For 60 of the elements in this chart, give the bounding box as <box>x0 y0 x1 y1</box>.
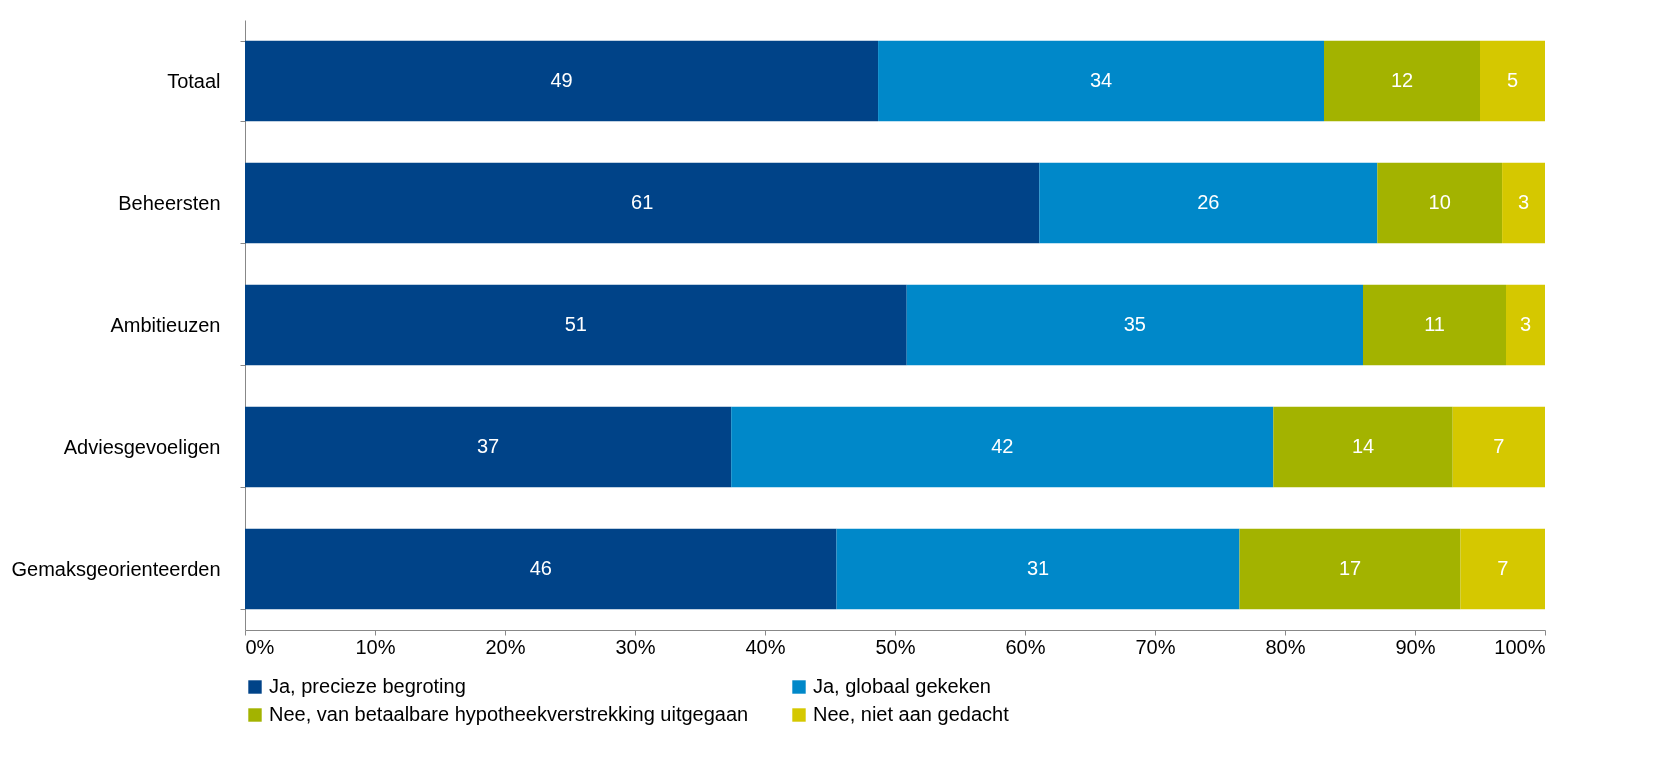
bar <box>1460 528 1545 610</box>
data-label: 35 <box>1123 313 1146 335</box>
bar <box>1480 40 1545 122</box>
bar <box>1452 406 1545 488</box>
y-tick-label: Totaal <box>167 69 221 92</box>
data-label: 42 <box>991 435 1014 457</box>
x-tick-label: 70% <box>1135 635 1176 658</box>
x-tick-label: 80% <box>1265 635 1306 658</box>
bar <box>245 406 732 488</box>
x-tick-label: 30% <box>615 635 656 658</box>
bar <box>836 528 1240 610</box>
bar <box>245 40 879 122</box>
y-tick-label: Gemaksgeorienteerden <box>11 557 221 580</box>
data-label: 12 <box>1390 69 1414 91</box>
bar <box>1273 406 1453 488</box>
legend-label: Nee, van betaalbare hypotheekverstrekking uitgegaan <box>269 703 749 725</box>
data-label: 7 <box>1497 557 1509 579</box>
data-label: 61 <box>631 191 654 213</box>
legend-label: Ja, precieze begroting <box>269 675 466 697</box>
bar <box>1377 162 1503 244</box>
bar <box>1324 40 1480 122</box>
data-label: 51 <box>564 313 587 335</box>
data-label: 49 <box>550 69 573 91</box>
y-tick-label: Ambitieuzen <box>110 313 221 336</box>
x-tick-label: 20% <box>485 635 526 658</box>
data-label: 11 <box>1424 313 1445 335</box>
data-label: 46 <box>529 557 552 579</box>
y-tick-label: Adviesgevoeligen <box>63 435 221 458</box>
data-label: 5 <box>1506 69 1519 91</box>
bar <box>245 528 837 610</box>
data-label: 10 <box>1428 191 1451 213</box>
y-tick-label: Beheersten <box>118 191 221 214</box>
x-tick-label: 10% <box>355 635 396 658</box>
data-label: 17 <box>1338 557 1362 579</box>
x-tick-label: 100% <box>1494 635 1546 658</box>
data-label: 37 <box>476 435 500 457</box>
data-label: 34 <box>1089 69 1113 91</box>
data-label: 3 <box>1519 313 1532 335</box>
bar <box>906 284 1363 366</box>
bar <box>245 284 907 366</box>
bar <box>1502 162 1545 244</box>
data-label: 3 <box>1517 191 1530 213</box>
bar <box>1239 528 1461 610</box>
x-tick-label: 60% <box>1005 635 1046 658</box>
x-tick-label: 90% <box>1395 635 1436 658</box>
bar <box>245 162 1040 244</box>
data-label: 14 <box>1351 435 1375 457</box>
data-label: 31 <box>1026 557 1050 579</box>
bar <box>1506 284 1545 366</box>
x-tick-label: 0% <box>245 635 275 658</box>
data-label: 7 <box>1493 435 1505 457</box>
legend-label: Ja, globaal gekeken <box>813 675 991 697</box>
data-label: 26 <box>1197 191 1220 213</box>
legend-label: Nee, niet aan gedacht <box>813 703 1010 725</box>
bar <box>731 406 1274 488</box>
x-tick-label: 50% <box>875 635 916 658</box>
bar <box>1363 284 1506 366</box>
bar <box>878 40 1324 122</box>
x-tick-label: 40% <box>745 635 786 658</box>
bar <box>1039 162 1378 244</box>
